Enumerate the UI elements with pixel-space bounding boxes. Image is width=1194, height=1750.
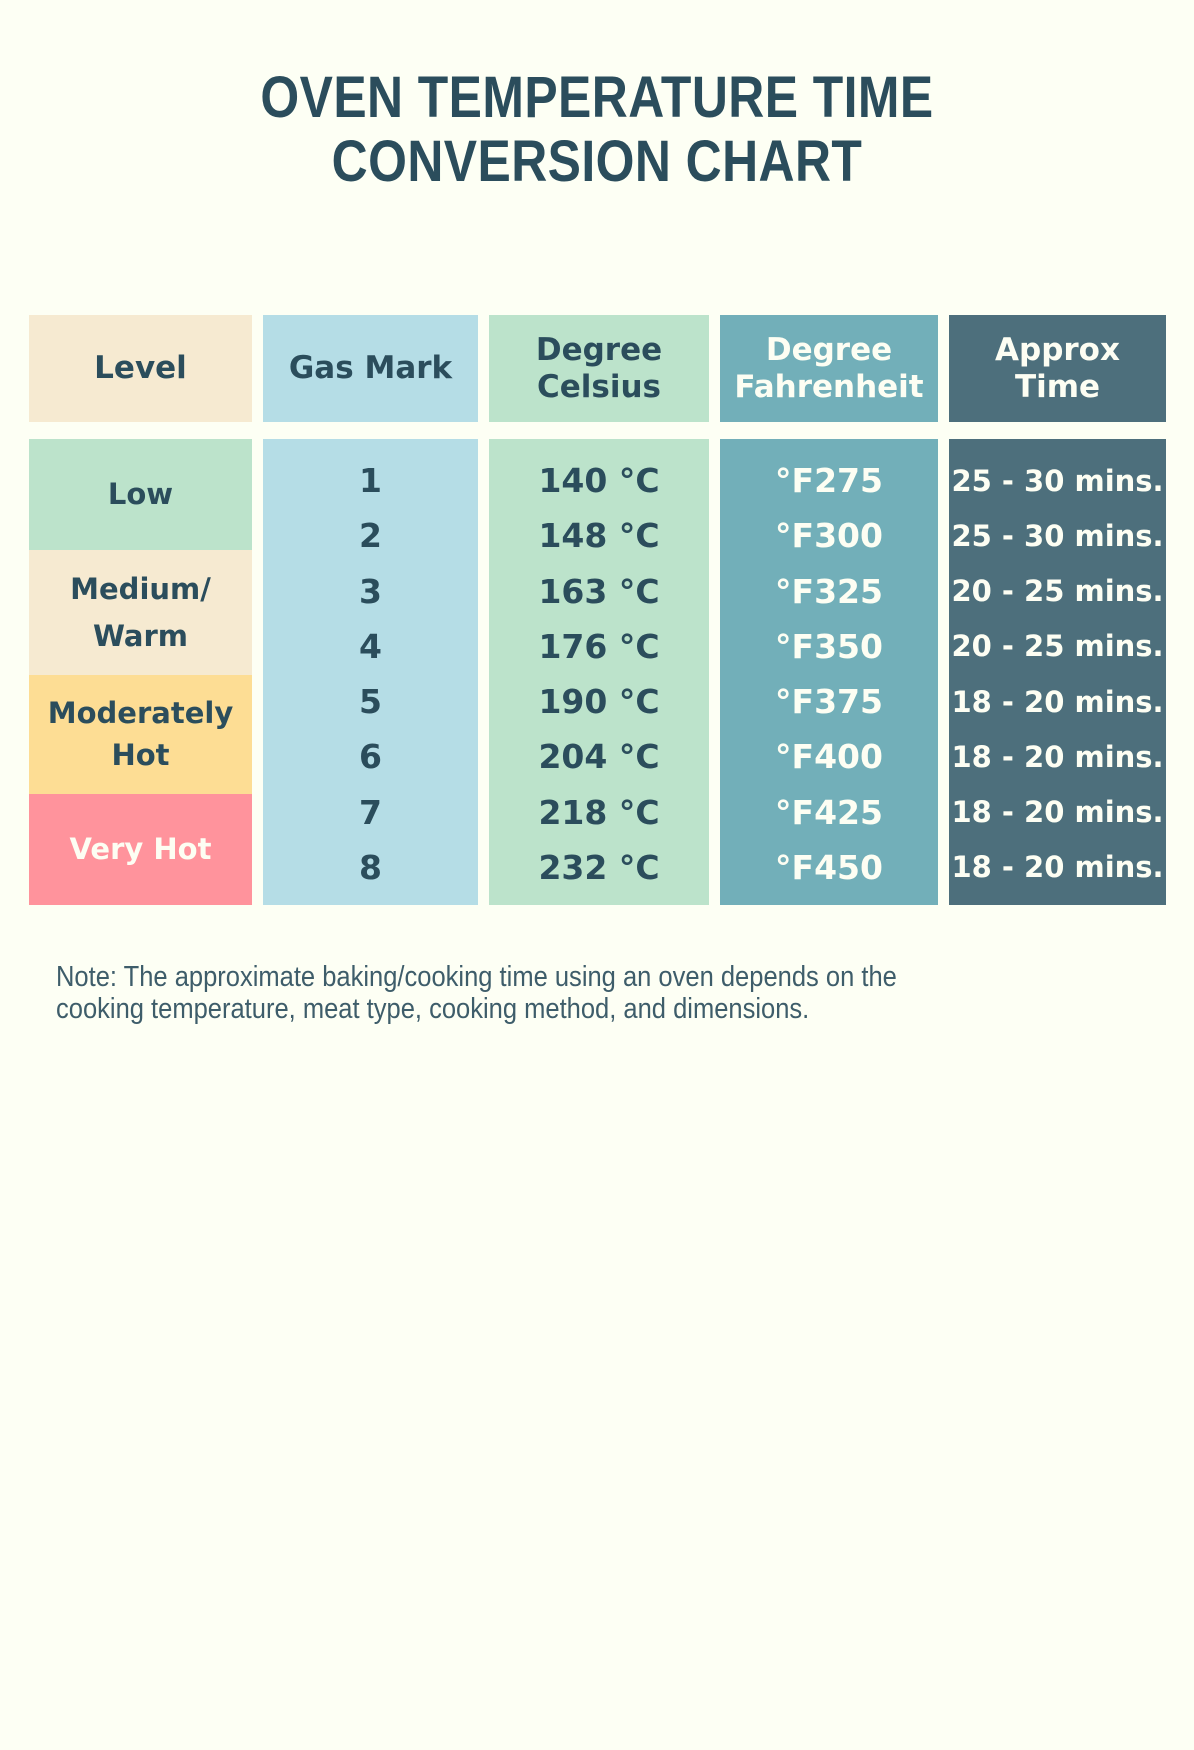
gas-mark-value: 6 (359, 737, 382, 777)
approx-time-value: 18 - 20 mins. (951, 850, 1164, 885)
level-very-hot-label: Very Hot (69, 832, 212, 867)
gas-mark-value: 7 (359, 792, 382, 832)
header-approx-time-line-1: Approx (995, 331, 1120, 368)
page-title-line-1: OVEN TEMPERATURE TIME (260, 65, 934, 130)
gas-mark-column: 1 2 3 4 5 6 7 8 (263, 439, 478, 905)
level-low-label: Low (107, 477, 174, 512)
fahrenheit-value: °F275 (775, 461, 883, 501)
approx-time-value: 20 - 25 mins. (951, 629, 1164, 664)
page-title: OVEN TEMPERATURE TIME CONVERSION CHART (84, 66, 1111, 194)
header-level-label: Level (94, 350, 187, 387)
gas-mark-value: 8 (359, 847, 382, 887)
fahrenheit-value: °F350 (775, 626, 883, 666)
approx-time-value: 20 - 25 mins. (951, 574, 1164, 609)
fahrenheit-value: °F400 (775, 737, 883, 777)
celsius-value: 218 °C (538, 792, 660, 832)
celsius-value: 140 °C (538, 461, 660, 501)
fahrenheit-value: °F425 (775, 792, 883, 832)
level-block-low: Low (29, 439, 252, 550)
footnote-line-2: cooking temperature, meat type, cooking … (56, 992, 810, 1025)
level-block-very-hot: Very Hot (29, 794, 252, 905)
conversion-table: Level Gas Mark Degree Celsius Degree Fah… (29, 315, 1166, 905)
approx-time-value: 25 - 30 mins. (951, 463, 1164, 498)
header-level: Level (29, 315, 252, 422)
header-degree-fahrenheit: Degree Fahrenheit (720, 315, 938, 422)
header-approx-time-line-2: Time (1014, 368, 1101, 405)
header-approx-time: Approx Time (949, 315, 1166, 422)
page-title-line-2: CONVERSION CHART (331, 129, 863, 194)
celsius-value: 190 °C (538, 682, 660, 722)
fahrenheit-value: °F450 (775, 847, 883, 887)
approx-time-column: 25 - 30 mins. 25 - 30 mins. 20 - 25 mins… (949, 439, 1166, 905)
level-moderately-label-line-2: Hot (111, 737, 170, 772)
table-header-row: Level Gas Mark Degree Celsius Degree Fah… (29, 315, 1166, 422)
header-gas-mark: Gas Mark (263, 315, 478, 422)
gas-mark-value: 1 (359, 461, 382, 501)
footnote: Note: The approximate baking/cooking tim… (56, 961, 897, 1026)
level-block-medium-warm: Medium/ Warm (29, 550, 252, 675)
approx-time-value: 18 - 20 mins. (951, 795, 1164, 830)
celsius-value: 204 °C (538, 737, 660, 777)
approx-time-value: 18 - 20 mins. (951, 684, 1164, 719)
celsius-value: 176 °C (538, 626, 660, 666)
level-column: Low Medium/ Warm Moderately Hot Very Hot (29, 439, 252, 905)
fahrenheit-value: °F375 (775, 682, 883, 722)
gas-mark-value: 5 (359, 682, 382, 722)
gas-mark-value: 3 (359, 571, 382, 611)
approx-time-value: 18 - 20 mins. (951, 739, 1164, 774)
footnote-line-1: Note: The approximate baking/cooking tim… (56, 961, 897, 993)
celsius-value: 163 °C (538, 571, 660, 611)
fahrenheit-value: °F325 (775, 571, 883, 611)
level-block-moderately-hot: Moderately Hot (29, 675, 252, 794)
header-degree-celsius-line-2: Celsius (537, 368, 661, 405)
celsius-column: 140 °C 148 °C 163 °C 176 °C 190 °C 204 °… (489, 439, 709, 905)
fahrenheit-value: °F300 (775, 516, 883, 556)
header-degree-fahrenheit-line-2: Fahrenheit (734, 368, 924, 405)
header-degree-celsius-line-1: Degree (535, 331, 663, 368)
level-moderately-label-line-1: Moderately (47, 696, 234, 731)
fahrenheit-column: °F275 °F300 °F325 °F350 °F375 °F400 °F42… (720, 439, 938, 905)
header-gas-mark-label: Gas Mark (288, 350, 453, 387)
table-body: Low Medium/ Warm Moderately Hot Very Hot… (29, 439, 1166, 905)
gas-mark-value: 4 (359, 626, 382, 666)
gas-mark-value: 2 (359, 516, 382, 556)
approx-time-value: 25 - 30 mins. (951, 518, 1164, 553)
level-medium-label-line-1: Medium/ (70, 571, 211, 606)
level-medium-label-line-2: Warm (92, 618, 189, 653)
header-degree-celsius: Degree Celsius (489, 315, 709, 422)
celsius-value: 232 °C (538, 847, 660, 887)
header-degree-fahrenheit-line-1: Degree (765, 331, 893, 368)
celsius-value: 148 °C (538, 516, 660, 556)
